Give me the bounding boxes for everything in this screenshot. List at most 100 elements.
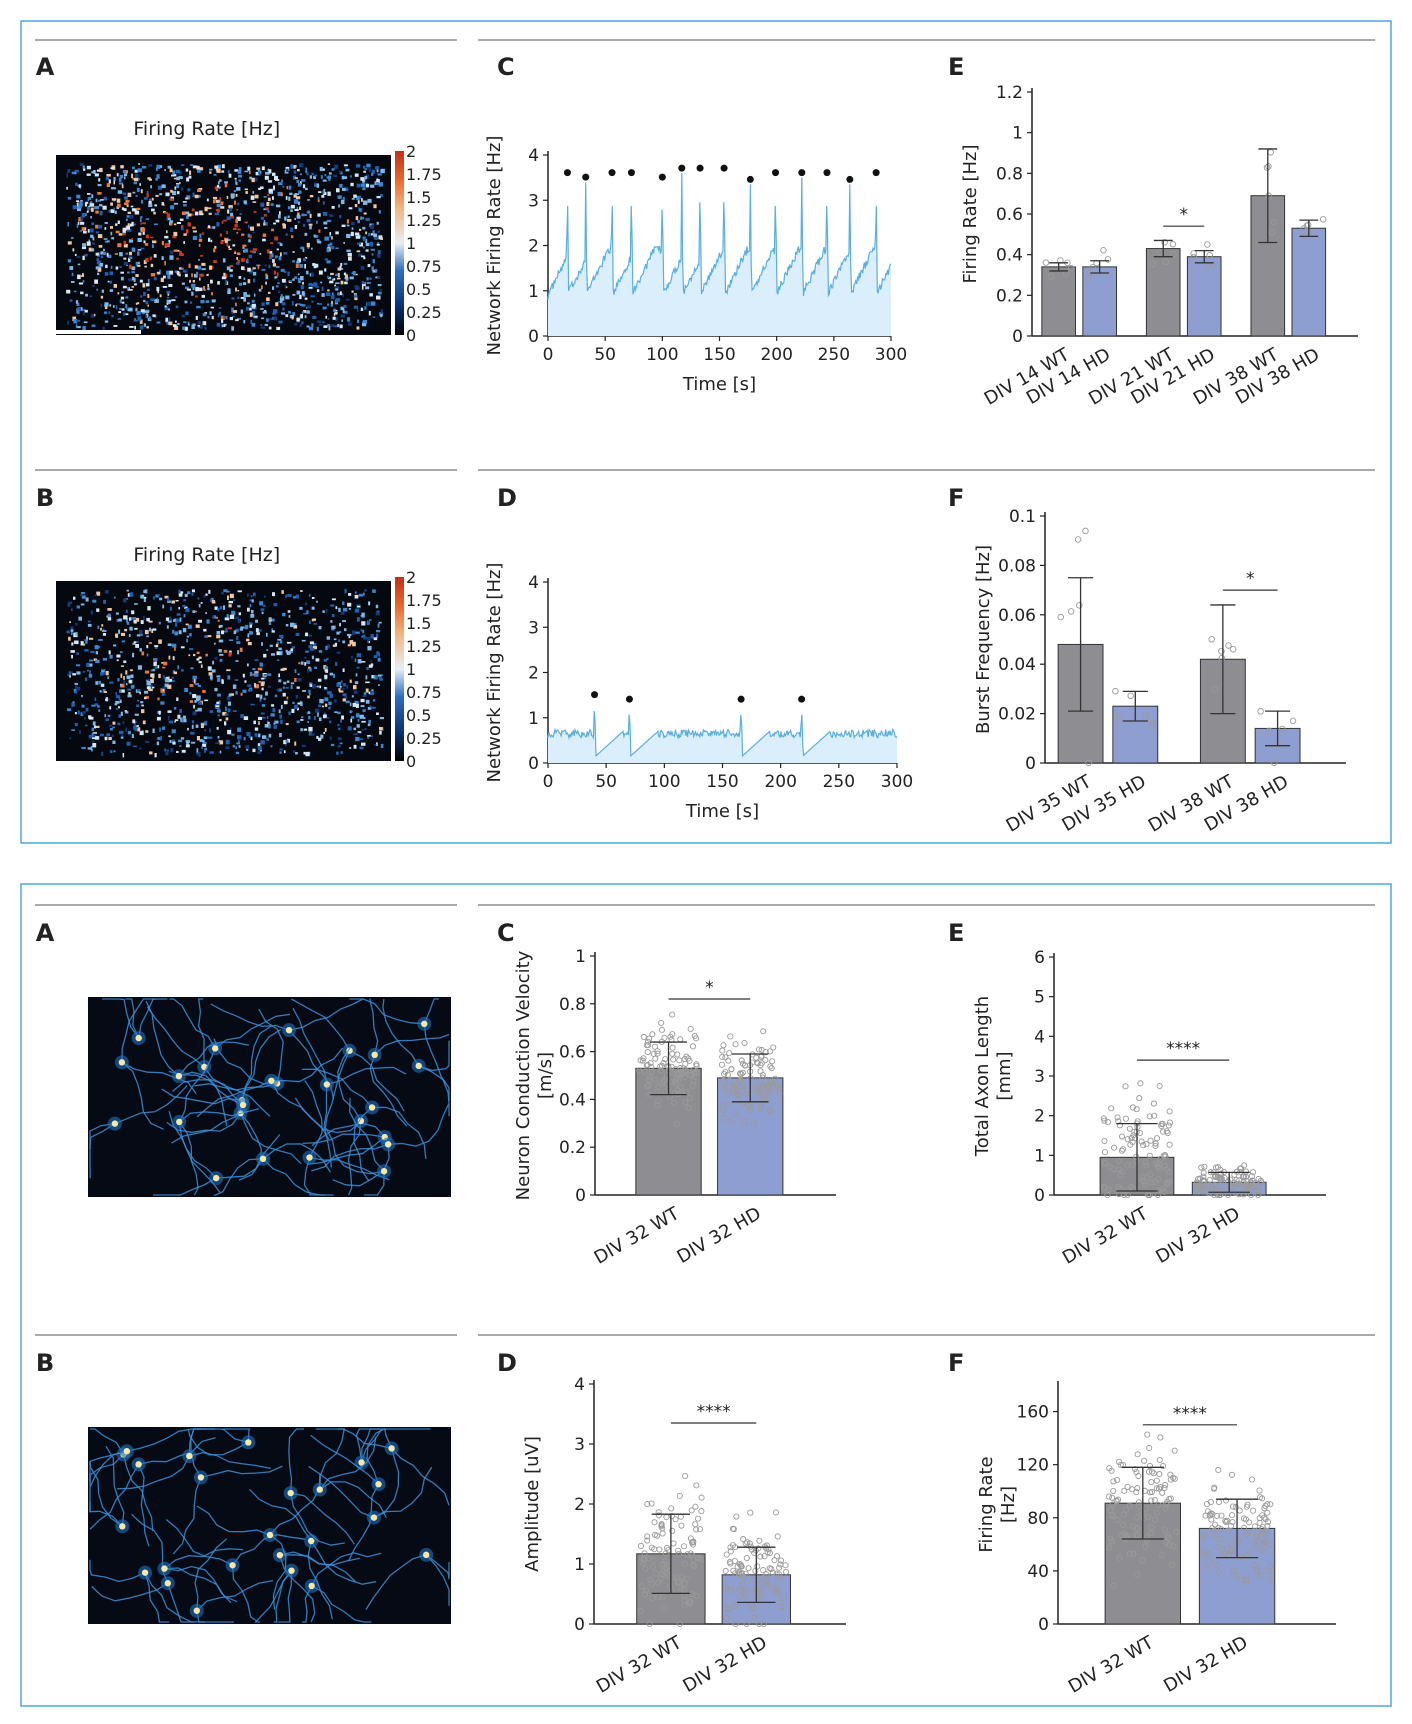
heatmap-pixel: [279, 748, 283, 751]
heatmap-pixel: [218, 649, 222, 653]
heatmap-pixel: [92, 737, 96, 740]
fig1-panel-b-heatmap: [56, 577, 404, 761]
heatmap-pixel: [221, 591, 224, 595]
heatmap-pixel: [361, 198, 363, 202]
heatmap-pixel: [125, 199, 130, 203]
heatmap-pixel: [216, 322, 221, 327]
data-point: [1171, 1447, 1178, 1454]
soma: [259, 1155, 267, 1163]
heatmap-pixel: [134, 318, 136, 321]
data-point: [1241, 1162, 1248, 1169]
data-point: [777, 1557, 785, 1564]
heatmap-pixel: [157, 290, 159, 294]
heatmap-pixel: [179, 267, 182, 270]
data-point: [1157, 1434, 1164, 1441]
heatmap-pixel: [149, 679, 154, 684]
data-point: [1227, 1184, 1235, 1191]
heatmap-pixel: [303, 656, 307, 659]
heatmap-pixel: [174, 296, 178, 298]
heatmap-pixel: [292, 623, 297, 627]
heatmap-pixel: [186, 741, 189, 746]
heatmap-pixel: [141, 651, 145, 656]
y-tick-label: 0.8: [996, 164, 1023, 184]
data-point: [768, 1065, 775, 1072]
heatmap-pixel: [152, 728, 155, 733]
heatmap-pixel: [134, 210, 140, 215]
data-point: [720, 1077, 727, 1084]
axon-branch: [240, 1112, 302, 1165]
heatmap-pixel: [295, 304, 298, 307]
heatmap-pixel: [93, 313, 96, 317]
heatmap-pixel: [119, 266, 122, 268]
heatmap-pixel: [265, 222, 268, 226]
heatmap-pixel: [187, 591, 191, 595]
heatmap-pixel: [283, 270, 287, 273]
heatmap-pixel: [195, 295, 198, 298]
data-point: [1257, 708, 1264, 715]
data-point: [669, 1011, 676, 1018]
heatmap-pixel: [253, 592, 256, 597]
heatmap-pixel: [119, 651, 123, 654]
data-point: [644, 1083, 651, 1090]
heatmap-pixel: [91, 727, 94, 732]
y-axis-label-part: Neuron Conduction Velocity: [513, 950, 534, 1200]
heatmap-pixel: [122, 233, 126, 236]
heatmap-pixel: [187, 188, 191, 192]
axon-branch: [210, 1003, 290, 1031]
axon-branch: [89, 1122, 115, 1179]
heatmap-pixel: [103, 196, 107, 201]
heatmap-pixel: [354, 591, 357, 594]
heatmap-pixel: [377, 657, 381, 662]
heatmap-pixel: [259, 601, 264, 606]
data-point: [655, 1593, 662, 1600]
heatmap-pixel: [371, 223, 374, 227]
data-point: [1193, 1187, 1200, 1194]
heatmap-pixel: [248, 736, 253, 738]
axon-branch: [310, 1434, 379, 1485]
y-tick-label: 1: [575, 947, 586, 967]
heatmap-pixel: [281, 312, 285, 315]
heatmap-pixel: [91, 171, 96, 174]
data-point: [731, 1570, 739, 1577]
heatmap-pixel: [158, 621, 161, 625]
heatmap-pixel: [306, 219, 311, 223]
heatmap-pixel: [111, 314, 114, 318]
heatmap-pixel: [117, 220, 120, 224]
heatmap-pixel: [143, 615, 145, 621]
heatmap-pixel: [231, 610, 236, 616]
heatmap-pixel: [279, 243, 283, 246]
heatmap-pixel: [246, 748, 249, 751]
heatmap-pixel: [70, 650, 75, 653]
soma: [193, 1607, 200, 1614]
heatmap-pixel: [235, 616, 240, 620]
heatmap-pixel: [122, 192, 127, 195]
y-tick-label: 0.4: [996, 246, 1023, 266]
data-point: [761, 1553, 768, 1560]
heatmap-pixel: [312, 655, 314, 660]
data-point: [658, 1062, 666, 1070]
heatmap-pixel: [325, 608, 328, 613]
data-point: [1116, 1554, 1123, 1561]
data-point: [1254, 1566, 1261, 1573]
heatmap-pixel: [178, 739, 183, 743]
heatmap-pixel: [190, 301, 192, 304]
heatmap-pixel: [87, 196, 92, 200]
heatmap-pixel: [173, 671, 177, 675]
data-point: [1270, 759, 1278, 766]
data-point: [1206, 1550, 1213, 1557]
axon-branch: [311, 1585, 372, 1623]
heatmap-pixel: [294, 209, 299, 211]
heatmap-pixel: [196, 165, 200, 170]
heatmap-pixel: [249, 250, 255, 253]
heatmap-pixel: [242, 689, 247, 693]
heatmap-pixel: [108, 650, 111, 655]
data-point: [1165, 1122, 1172, 1129]
data-point: [1255, 1191, 1262, 1199]
heatmap-pixel: [137, 316, 142, 321]
data-point: [693, 1482, 700, 1489]
heatmap-pixel: [372, 259, 375, 264]
heatmap-pixel: [263, 595, 266, 598]
heatmap-pixel: [232, 710, 237, 712]
heatmap-pixel: [359, 242, 363, 247]
heatmap-pixel: [228, 600, 233, 604]
